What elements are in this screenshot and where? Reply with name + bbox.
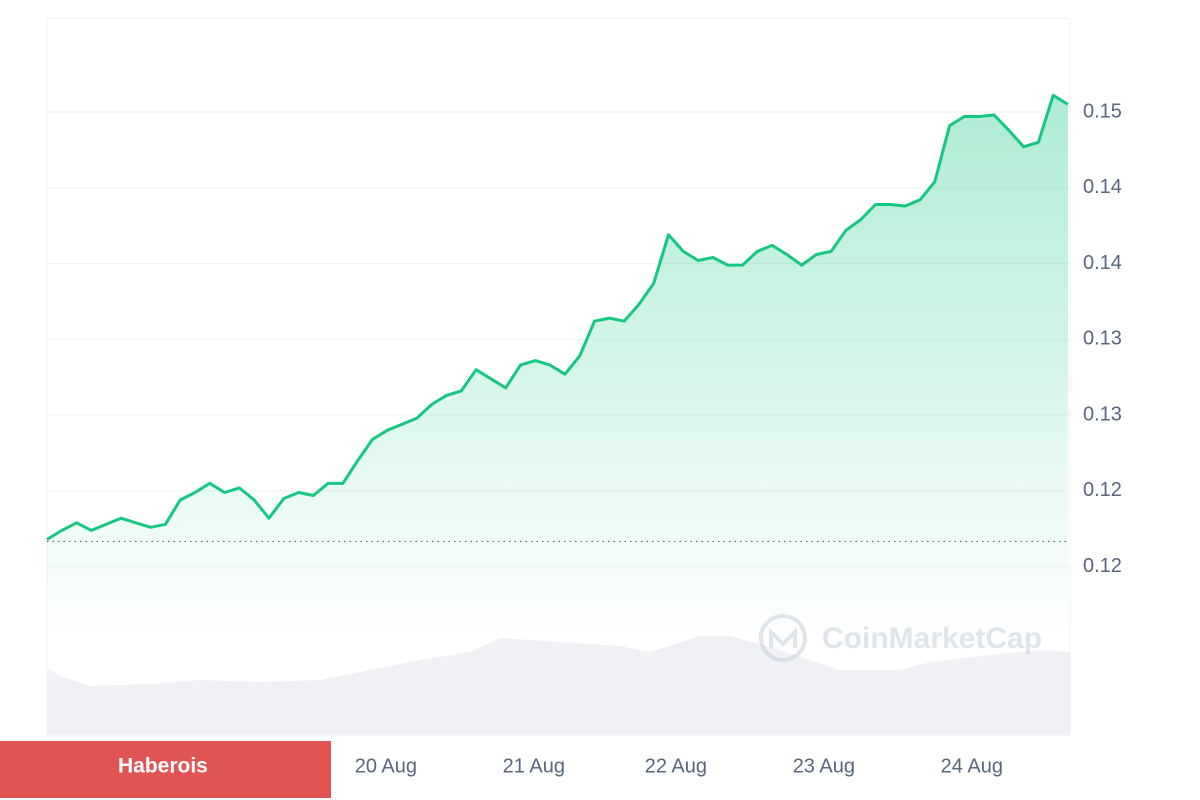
x-tick-label: 22 Aug: [645, 755, 707, 777]
x-tick-label: 20 Aug: [355, 755, 417, 777]
x-tick-label: 21 Aug: [503, 755, 565, 777]
y-tick-label: 0.13: [1083, 328, 1122, 350]
y-tick-label: 0.14: [1083, 176, 1122, 198]
y-tick-label: 0.12: [1083, 479, 1122, 501]
watermark: CoinMarketCap: [759, 614, 1042, 662]
overlay-banner: [0, 741, 331, 798]
price-line: [46, 93, 1069, 541]
x-tick-label: 24 Aug: [941, 755, 1003, 777]
y-tick-label: 0.13: [1083, 403, 1122, 425]
x-tick-label: 23 Aug: [793, 755, 855, 777]
y-tick-label: 0.15: [1083, 100, 1122, 122]
y-tick-label: 0.14: [1083, 252, 1122, 274]
y-tick-label: 0.12: [1083, 555, 1122, 577]
watermark-text: CoinMarketCap: [822, 622, 1042, 655]
area-fill: [47, 95, 1068, 736]
overlay-label: Haberois: [118, 755, 208, 778]
